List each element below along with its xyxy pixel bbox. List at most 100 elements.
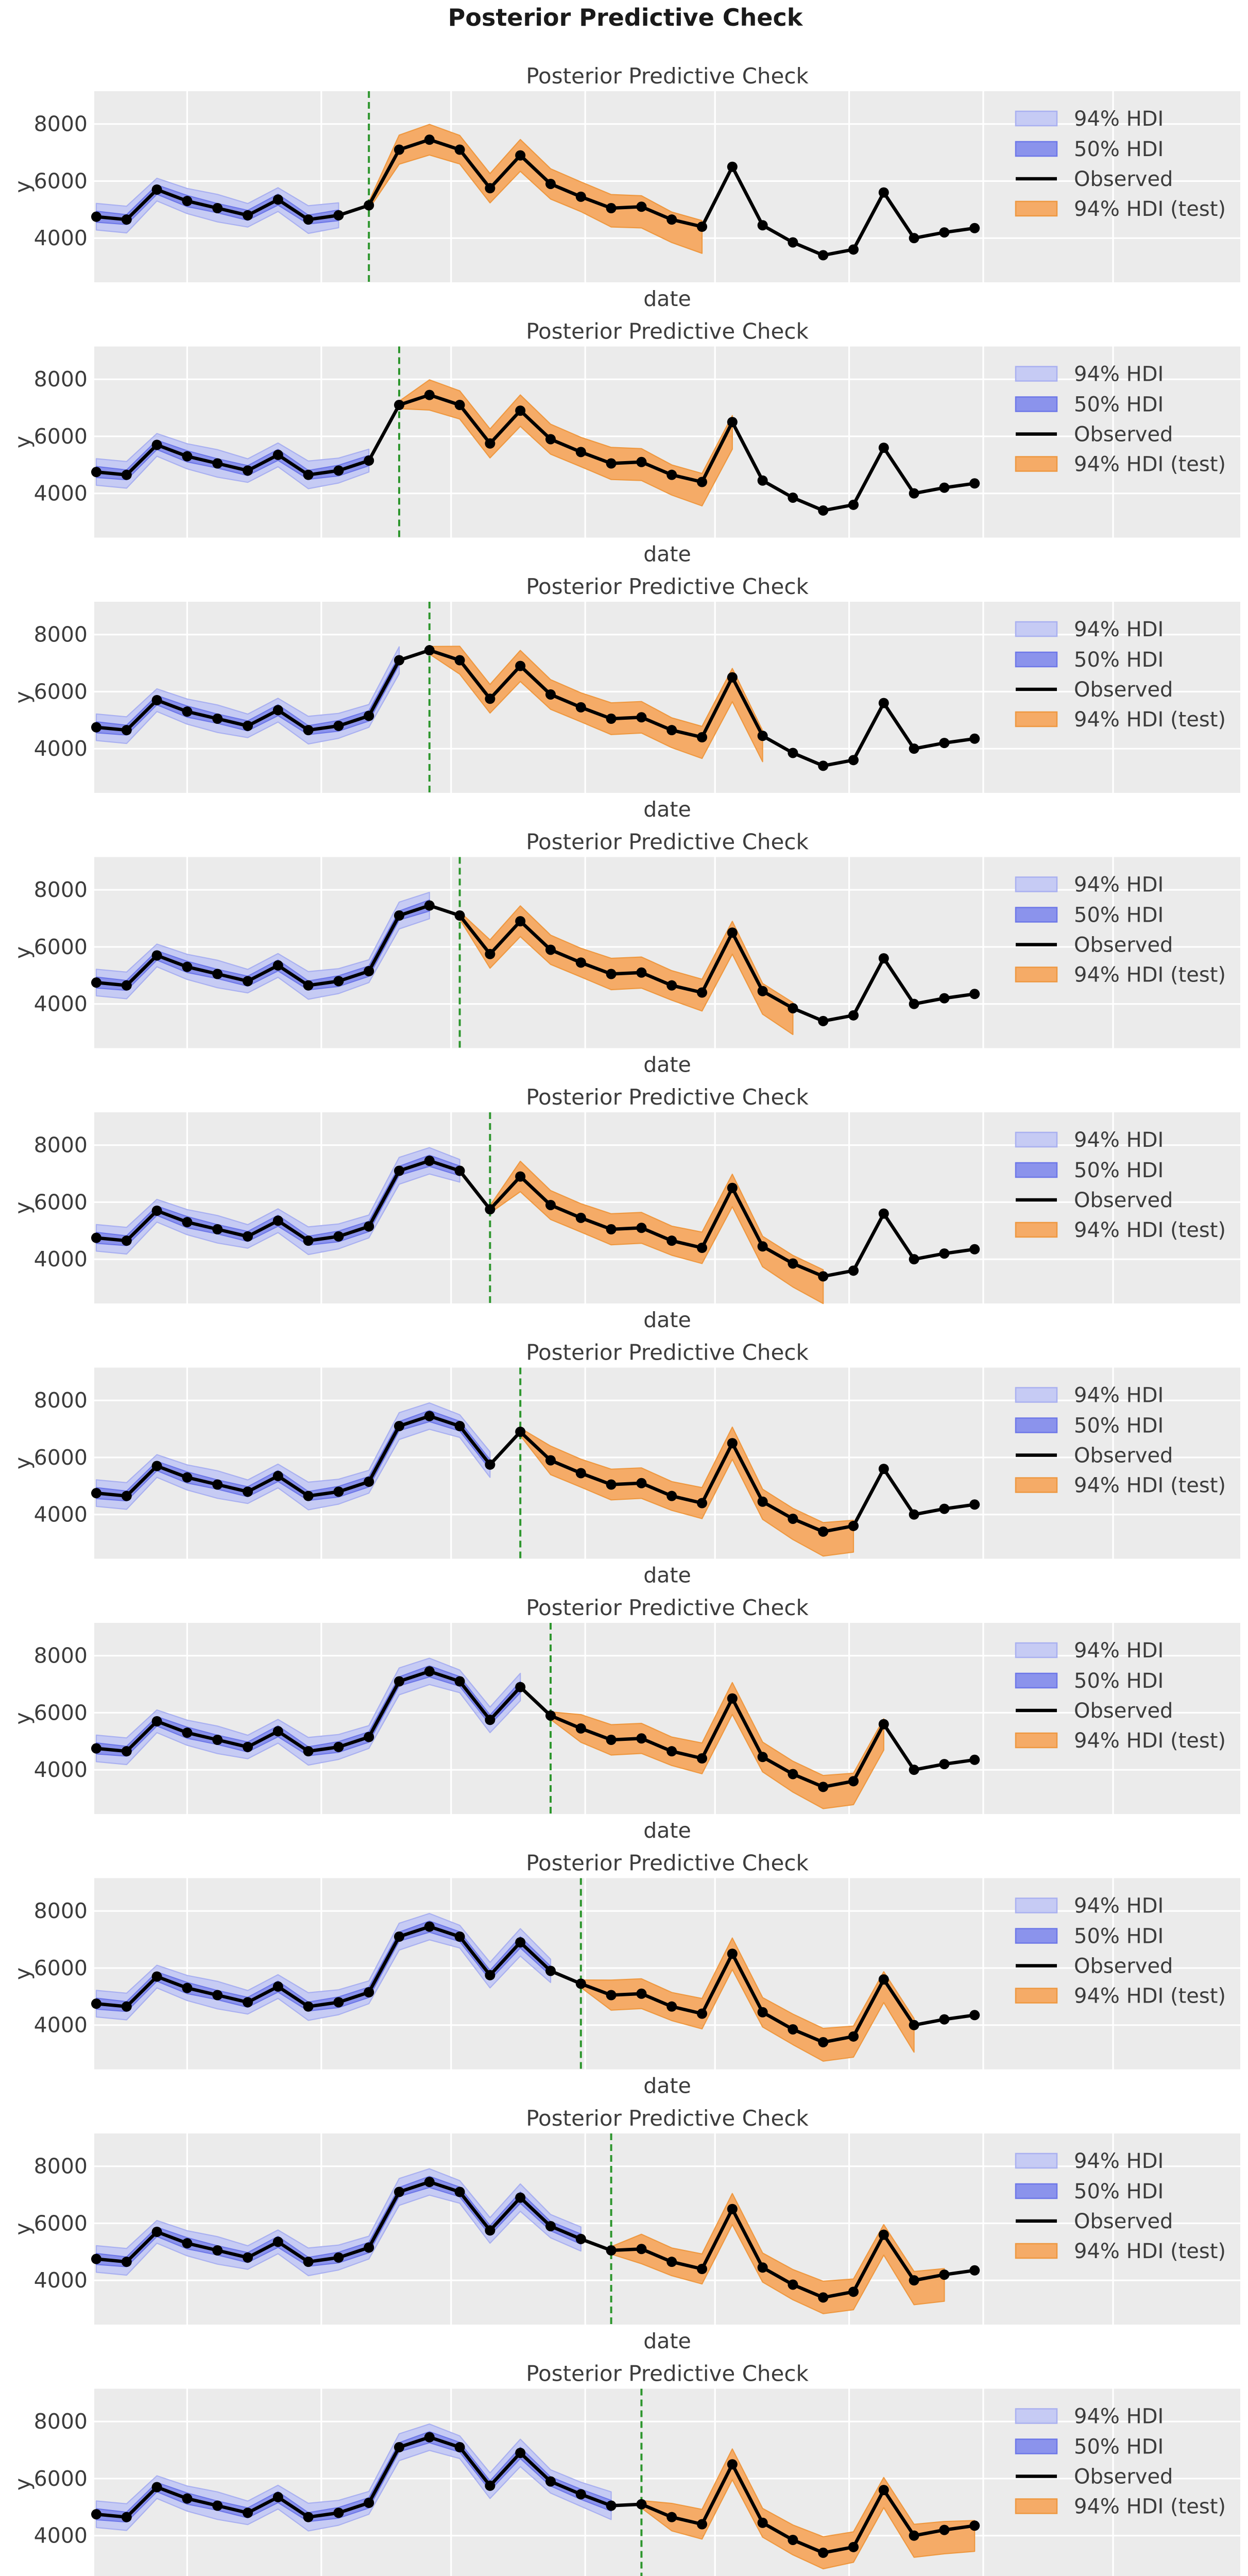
observed-point	[818, 250, 829, 261]
subplot-8: Posterior Predictive Check 8000 6000 4000 y d…	[10, 1851, 1240, 2098]
observed-point	[909, 1765, 919, 1775]
observed-point	[545, 434, 556, 445]
observed-point	[575, 1468, 586, 1479]
legend-label: 94% HDI (test)	[1074, 1474, 1226, 1498]
observed-point	[606, 1224, 617, 1235]
legend-label: 94% HDI (test)	[1074, 197, 1226, 221]
observed-point	[878, 1719, 889, 1730]
observed-point	[515, 150, 526, 161]
observed-point	[364, 1987, 374, 1997]
band-94-hdi-test	[368, 124, 703, 254]
legend: 94% HDI 50% HDI Observed 94% HDI (test)	[1015, 873, 1226, 987]
legend-label: 94% HDI (test)	[1074, 1218, 1226, 1242]
observed-point	[757, 220, 768, 231]
legend-label: Observed	[1074, 167, 1173, 191]
observed-point	[636, 1478, 647, 1488]
observed-point	[697, 477, 707, 487]
observed-point	[424, 1666, 435, 1677]
observed-point	[485, 183, 495, 194]
x-axis-label: date	[643, 1308, 691, 1332]
legend-label: 94% HDI (test)	[1074, 963, 1226, 987]
observed-point	[182, 1217, 193, 1228]
legend-label: Observed	[1074, 1444, 1173, 1468]
observed-point	[394, 2187, 404, 2197]
observed-point	[666, 1490, 677, 1501]
y-tick-label: 8000	[34, 1388, 88, 1413]
legend-label: Observed	[1074, 934, 1173, 957]
observed-point	[364, 455, 374, 466]
observed-point	[545, 2476, 556, 2487]
observed-point	[727, 2459, 738, 2470]
y-axis-label: y	[10, 1712, 35, 1724]
observed-point	[303, 1490, 314, 1501]
legend-label: 94% HDI	[1074, 873, 1164, 897]
y-axis-label: y	[10, 691, 35, 703]
observed-point	[424, 134, 435, 145]
y-tick-label: 4000	[34, 2523, 88, 2548]
observed-point	[969, 1244, 980, 1255]
plot-area	[94, 1623, 1240, 1814]
legend-label: 50% HDI	[1074, 648, 1164, 672]
observed-point	[424, 1156, 435, 1166]
observed-point	[636, 201, 647, 212]
observed-point	[364, 965, 374, 976]
observed-point	[818, 505, 829, 516]
observed-point	[364, 710, 374, 721]
observed-point	[575, 2489, 586, 2500]
observed-point	[485, 1459, 495, 1470]
observed-point	[303, 469, 314, 480]
observed-point	[666, 1746, 677, 1757]
subplot-3: Posterior Predictive Check 8000 6000 4000 y d…	[10, 574, 1240, 822]
legend-swatch-94-hdi-test	[1015, 1477, 1058, 1493]
figure-suptitle: Posterior Predictive Check	[448, 4, 803, 31]
y-tick-label: 8000	[34, 2409, 88, 2434]
observed-point	[272, 1470, 283, 1481]
x-axis-label: date	[643, 1563, 691, 1588]
observed-point	[878, 1464, 889, 1475]
observed-point	[424, 2177, 435, 2188]
y-tick-label: 6000	[34, 1956, 88, 1980]
legend: 94% HDI 50% HDI Observed 94% HDI (test)	[1015, 363, 1226, 477]
legend-swatch-94-hdi-test	[1015, 1988, 1058, 2004]
observed-point	[727, 1182, 738, 1193]
subplot-title: Posterior Predictive Check	[526, 2106, 809, 2131]
legend-swatch-94-hdi-test	[1015, 456, 1058, 472]
band-94-hdi-test	[489, 1161, 824, 1304]
y-axis-label: y	[10, 1457, 35, 1469]
observed-point	[545, 1199, 556, 1210]
observed-point	[454, 910, 465, 921]
band-94-hdi-test	[580, 1937, 915, 2062]
plot-area	[94, 1367, 1240, 1559]
observed-point	[151, 2482, 162, 2493]
observed-point	[91, 1488, 101, 1499]
legend-swatch-94-hdi-test	[1015, 2243, 1058, 2259]
plot-area	[94, 2133, 1240, 2325]
observed-point	[848, 1776, 859, 1787]
observed-point	[666, 2001, 677, 2012]
observed-point	[515, 1171, 526, 1182]
observed-point	[212, 1224, 223, 1235]
observed-point	[424, 1921, 435, 1932]
observed-point	[636, 712, 647, 723]
subplot-5: Posterior Predictive Check 8000 6000 4000 y d…	[10, 1084, 1240, 1332]
observed-point	[151, 695, 162, 706]
observed-point	[333, 1231, 344, 1242]
legend-label: 50% HDI	[1074, 904, 1164, 927]
legend-label: 50% HDI	[1074, 2435, 1164, 2459]
observed-point	[182, 1982, 193, 1993]
observed-point	[969, 989, 980, 999]
observed-point	[969, 223, 980, 233]
band-94-hdi-test	[610, 2193, 945, 2314]
y-axis-label: y	[10, 946, 35, 959]
observed-point	[485, 1970, 495, 1980]
observed-point	[91, 977, 101, 988]
observed-point	[182, 2493, 193, 2504]
legend-swatch-94-hdi-test	[1015, 200, 1058, 217]
legend-swatch-94-hdi	[1015, 621, 1058, 637]
observed-point	[788, 1003, 798, 1013]
observed-point	[151, 1971, 162, 1982]
observed-point	[909, 2020, 919, 2030]
observed-point	[606, 203, 617, 214]
legend-label: 94% HDI	[1074, 107, 1164, 131]
